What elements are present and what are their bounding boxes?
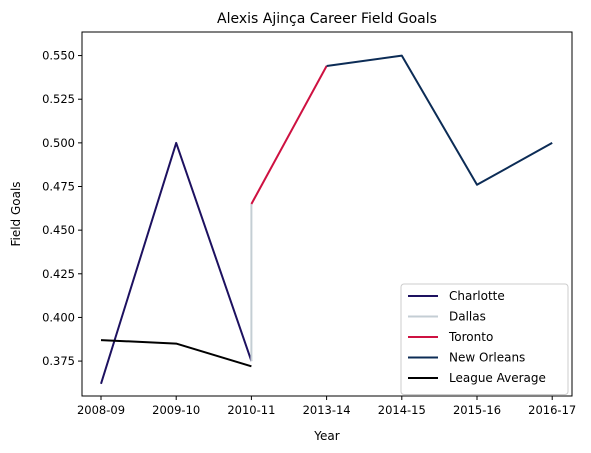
x-tick-label: 2008-09 [77,403,125,417]
y-tick-label: 0.525 [42,92,75,106]
series-line-league-average [100,339,252,368]
legend-label: New Orleans [449,351,525,365]
x-tick-label: 2015-16 [453,403,501,417]
legend-label: Charlotte [449,289,505,303]
y-tick-label: 0.550 [42,49,75,63]
series-line-charlotte [100,141,253,385]
legend-label: Toronto [448,330,493,344]
legend-label: League Average [449,371,546,385]
y-tick-label: 0.375 [42,354,75,368]
y-tick-label: 0.400 [42,310,75,324]
y-axis-label: Field Goals [9,181,23,246]
x-tick-label: 2014-15 [378,403,426,417]
y-axis: 0.375 0.400 0.425 0.450 0.475 0.500 0.525 0.550 [42,49,82,368]
y-tick-label: 0.450 [42,223,75,237]
legend-box [400,283,569,395]
chart-title: Alexis Ajinça Career Field Goals [217,11,437,27]
x-tick-label: 2016-17 [528,403,576,417]
y-tick-label: 0.500 [42,136,75,150]
y-tick-label: 0.475 [42,180,75,194]
series-line-toronto [250,65,328,205]
series-lines [100,54,553,385]
x-tick-label: 2013-14 [303,403,351,417]
legend-label: Dallas [449,310,486,324]
x-tick-label: 2010-11 [227,403,275,417]
x-axis: 2008-09 2009-10 2010-11 2013-14 2014-15 2015-… [77,396,576,417]
x-axis-label: Year [313,429,339,443]
legend: Charlotte Dallas Toronto New Orleans League … [400,283,569,395]
series-line-new-orleans [326,54,553,186]
x-tick-label: 2009-10 [152,403,200,417]
y-tick-label: 0.425 [42,267,75,281]
